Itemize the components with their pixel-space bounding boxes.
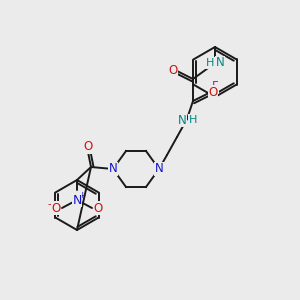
Text: F: F [212, 80, 218, 94]
Text: N: N [216, 56, 224, 70]
Text: F: F [212, 80, 218, 94]
Text: N: N [178, 113, 186, 127]
Text: O: O [83, 140, 93, 154]
Text: O: O [83, 140, 93, 154]
Text: O: O [51, 202, 61, 214]
Text: O: O [168, 64, 178, 76]
Text: N: N [109, 163, 117, 176]
Text: +: + [78, 190, 86, 200]
Text: H: H [189, 115, 197, 125]
Text: O: O [168, 64, 178, 76]
Text: -: - [47, 199, 51, 209]
Text: N: N [154, 163, 164, 176]
Text: H: H [206, 58, 214, 68]
Text: N: N [72, 194, 82, 206]
Text: N: N [72, 194, 82, 206]
Text: H: H [189, 115, 197, 125]
Text: N: N [154, 163, 164, 176]
Text: O: O [51, 202, 61, 214]
Text: O: O [93, 202, 103, 214]
Text: O: O [93, 202, 103, 214]
Text: N: N [178, 113, 186, 127]
Text: O: O [208, 85, 217, 98]
Text: O: O [208, 85, 217, 98]
Text: N: N [109, 163, 117, 176]
Text: N: N [216, 56, 224, 70]
Text: H: H [206, 58, 214, 68]
